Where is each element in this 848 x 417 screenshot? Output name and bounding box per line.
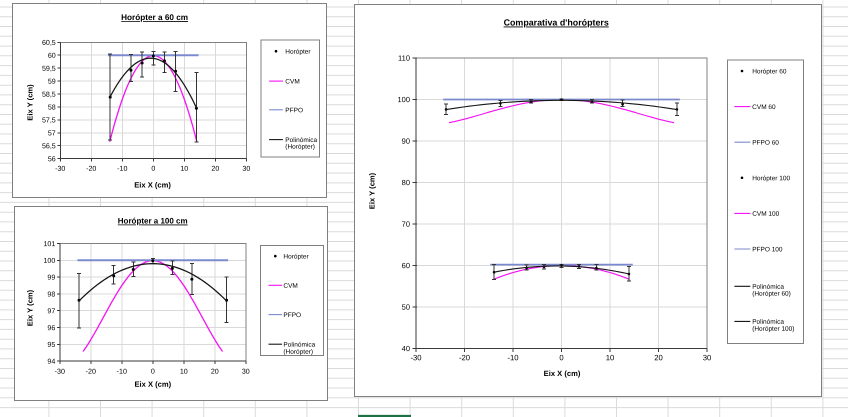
svg-text:Horópter 60: Horópter 60 [752,68,787,75]
svg-text:Horópter a 60 cm: Horópter a 60 cm [121,13,188,22]
svg-text:99: 99 [47,274,55,282]
svg-text:(Horópter 60): (Horópter 60) [752,291,791,298]
svg-text:94: 94 [47,358,55,366]
svg-text:(Horópter): (Horópter) [283,349,313,356]
svg-text:57: 57 [48,129,56,137]
svg-text:56,5: 56,5 [42,142,56,150]
svg-text:PFPO 100: PFPO 100 [752,246,783,253]
svg-text:PFPO: PFPO [285,107,303,114]
svg-text:50: 50 [402,303,410,312]
svg-text:Eix X (cm): Eix X (cm) [134,180,171,189]
svg-text:95: 95 [47,341,55,349]
svg-text:-20: -20 [459,353,470,362]
svg-text:Polinómica: Polinómica [283,342,315,349]
svg-text:Horópter: Horópter [283,254,309,261]
svg-text:56: 56 [48,155,56,163]
svg-text:CVM: CVM [283,283,297,290]
svg-text:Eix Y (cm): Eix Y (cm) [26,289,35,326]
svg-text:58,5: 58,5 [42,91,56,99]
svg-text:-20: -20 [86,368,96,376]
svg-text:110: 110 [398,54,410,63]
svg-text:Polinómica: Polinómica [285,137,317,144]
svg-text:Eix X (cm): Eix X (cm) [544,369,581,378]
svg-text:57,5: 57,5 [42,116,56,124]
svg-text:80: 80 [402,178,410,187]
svg-text:10: 10 [180,165,188,173]
svg-text:90: 90 [402,137,410,146]
svg-text:Polinómica: Polinómica [752,319,784,326]
svg-text:-20: -20 [86,165,96,173]
svg-text:Horópter a 100 cm: Horópter a 100 cm [118,216,188,225]
svg-text:Comparativa d'horópters: Comparativa d'horópters [504,17,609,27]
svg-text:97: 97 [47,307,55,315]
svg-text:30: 30 [242,165,250,173]
svg-text:-10: -10 [117,165,127,173]
svg-text:40: 40 [402,344,410,353]
svg-text:(Horópter): (Horópter) [285,144,315,151]
svg-text:30: 30 [703,353,712,362]
svg-text:60: 60 [402,261,410,270]
svg-text:0: 0 [559,353,563,362]
svg-text:-30: -30 [410,353,421,362]
svg-text:-10: -10 [507,353,518,362]
svg-text:Polinómica: Polinómica [752,284,784,291]
svg-text:100: 100 [43,257,55,265]
svg-text:60: 60 [48,52,56,60]
svg-text:(Horópter 100): (Horópter 100) [752,326,794,333]
svg-text:-30: -30 [55,165,65,173]
svg-text:20: 20 [211,368,219,376]
svg-text:PFPO 60: PFPO 60 [752,140,779,147]
svg-text:59: 59 [48,78,56,86]
svg-text:30: 30 [242,368,250,376]
svg-text:70: 70 [402,220,410,229]
svg-text:PFPO: PFPO [283,312,301,319]
svg-text:60,5: 60,5 [42,39,56,47]
svg-text:-30: -30 [55,368,65,376]
svg-text:20: 20 [211,165,219,173]
svg-text:Horópter 100: Horópter 100 [752,175,790,182]
svg-text:100: 100 [397,95,410,104]
svg-text:0: 0 [151,368,155,376]
svg-text:CVM 100: CVM 100 [752,211,779,218]
svg-text:Eix Y (cm): Eix Y (cm) [26,84,35,121]
svg-text:-10: -10 [117,368,127,376]
svg-text:96: 96 [47,324,55,332]
svg-text:101: 101 [43,240,55,248]
svg-text:0: 0 [151,165,155,173]
svg-text:CVM: CVM [285,79,299,86]
svg-text:Eix Y (cm): Eix Y (cm) [368,172,377,209]
svg-text:58: 58 [48,104,56,112]
svg-text:10: 10 [606,353,615,362]
svg-text:10: 10 [180,368,188,376]
svg-text:Eix X (cm): Eix X (cm) [134,380,171,389]
svg-text:20: 20 [654,353,663,362]
svg-text:CVM 60: CVM 60 [752,104,776,111]
svg-text:Horópter: Horópter [285,49,311,56]
svg-text:98: 98 [47,290,55,298]
svg-text:59,5: 59,5 [42,65,56,73]
